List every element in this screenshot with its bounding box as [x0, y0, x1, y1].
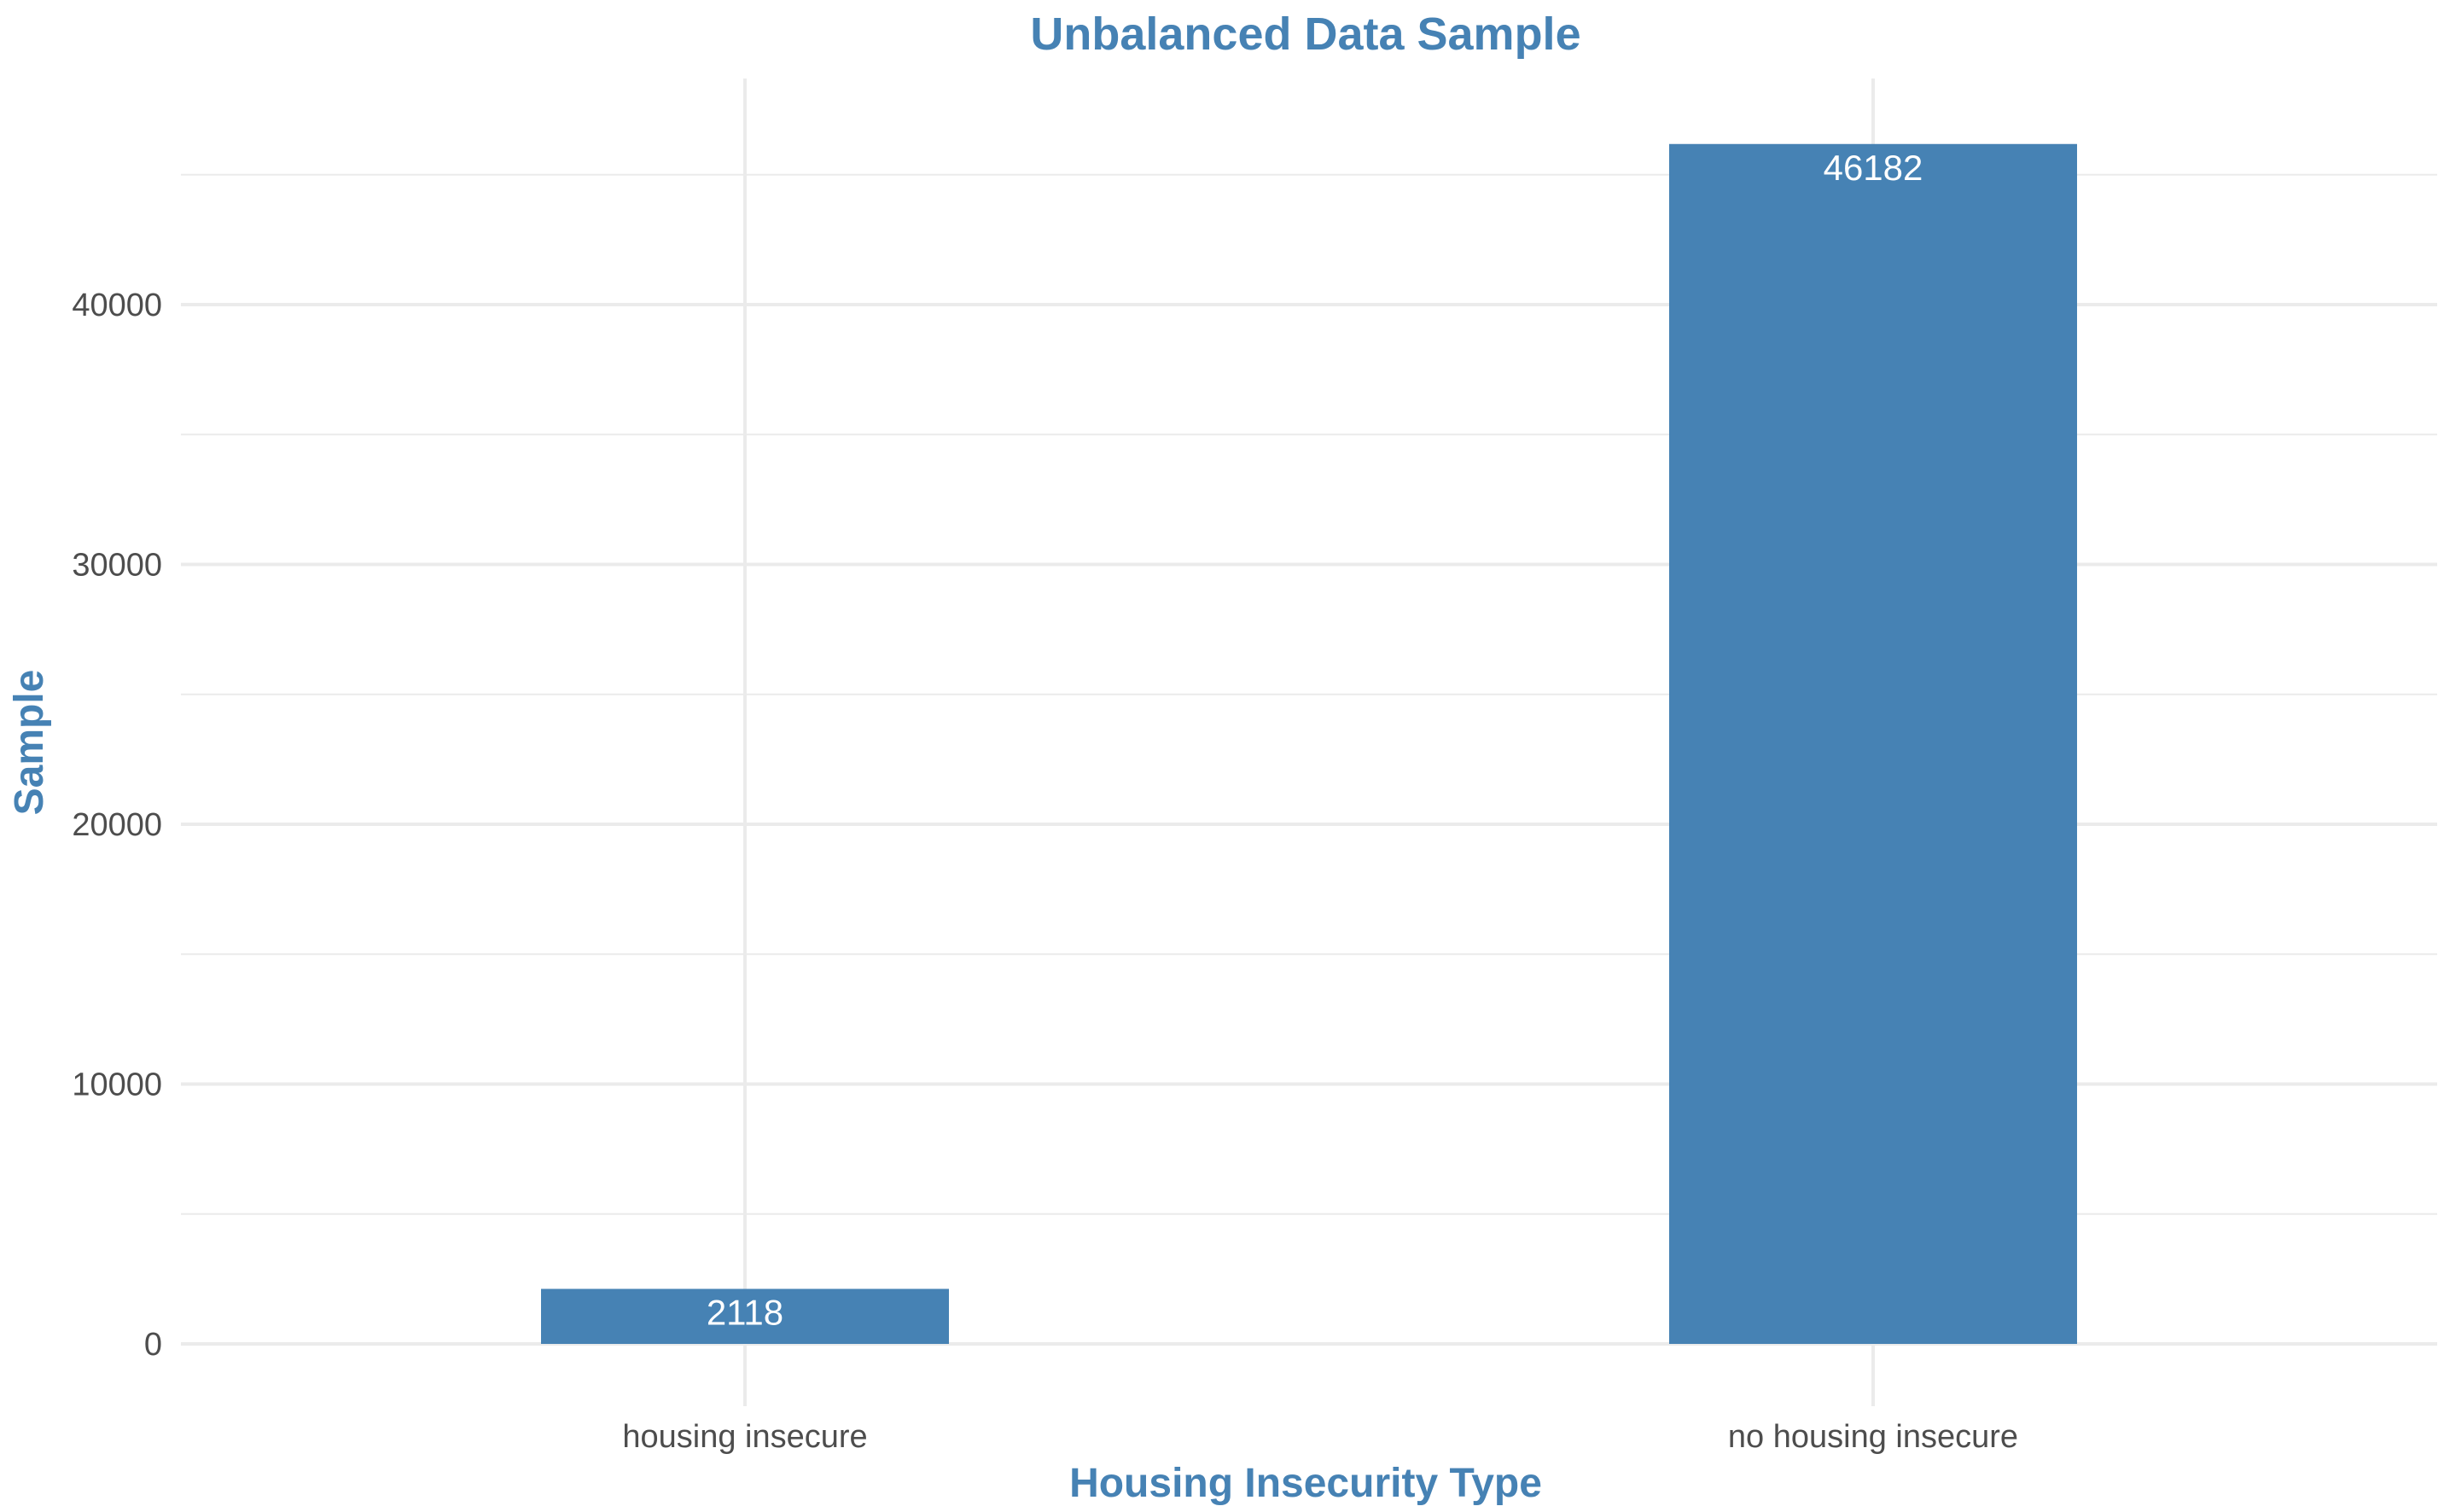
y-axis-tick-labels: 0 10000 20000 30000 40000 — [72, 288, 162, 1363]
data-labels: 2118 46182 — [707, 148, 1923, 1333]
minor-grid-lines — [181, 173, 2437, 1215]
y-axis-title: Sample — [7, 670, 52, 816]
y-tick-label: 30000 — [72, 548, 162, 584]
y-tick-label: 0 — [144, 1327, 162, 1363]
bar-no-housing-insecure — [1669, 143, 2077, 1345]
chart-title: Unbalanced Data Sample — [1030, 9, 1580, 60]
y-tick-label: 20000 — [72, 807, 162, 843]
major-grid-lines — [181, 79, 2437, 1406]
y-tick-label: 40000 — [72, 288, 162, 323]
x-axis-tick-labels: housing insecure no housing insecure — [622, 1419, 2018, 1455]
data-label: 2118 — [707, 1293, 783, 1333]
data-label: 46182 — [1824, 148, 1923, 188]
x-tick-label: housing insecure — [622, 1419, 867, 1455]
y-tick-label: 10000 — [72, 1067, 162, 1103]
x-tick-label: no housing insecure — [1728, 1419, 2018, 1455]
bar-series — [541, 143, 2077, 1345]
x-axis-title: Housing Insecurity Type — [1069, 1461, 1542, 1506]
bar-housing-insecure — [541, 1288, 949, 1344]
